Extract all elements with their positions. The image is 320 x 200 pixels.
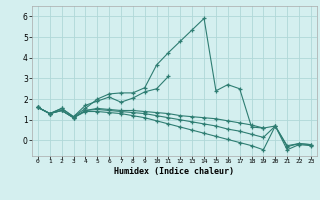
X-axis label: Humidex (Indice chaleur): Humidex (Indice chaleur) bbox=[115, 167, 234, 176]
